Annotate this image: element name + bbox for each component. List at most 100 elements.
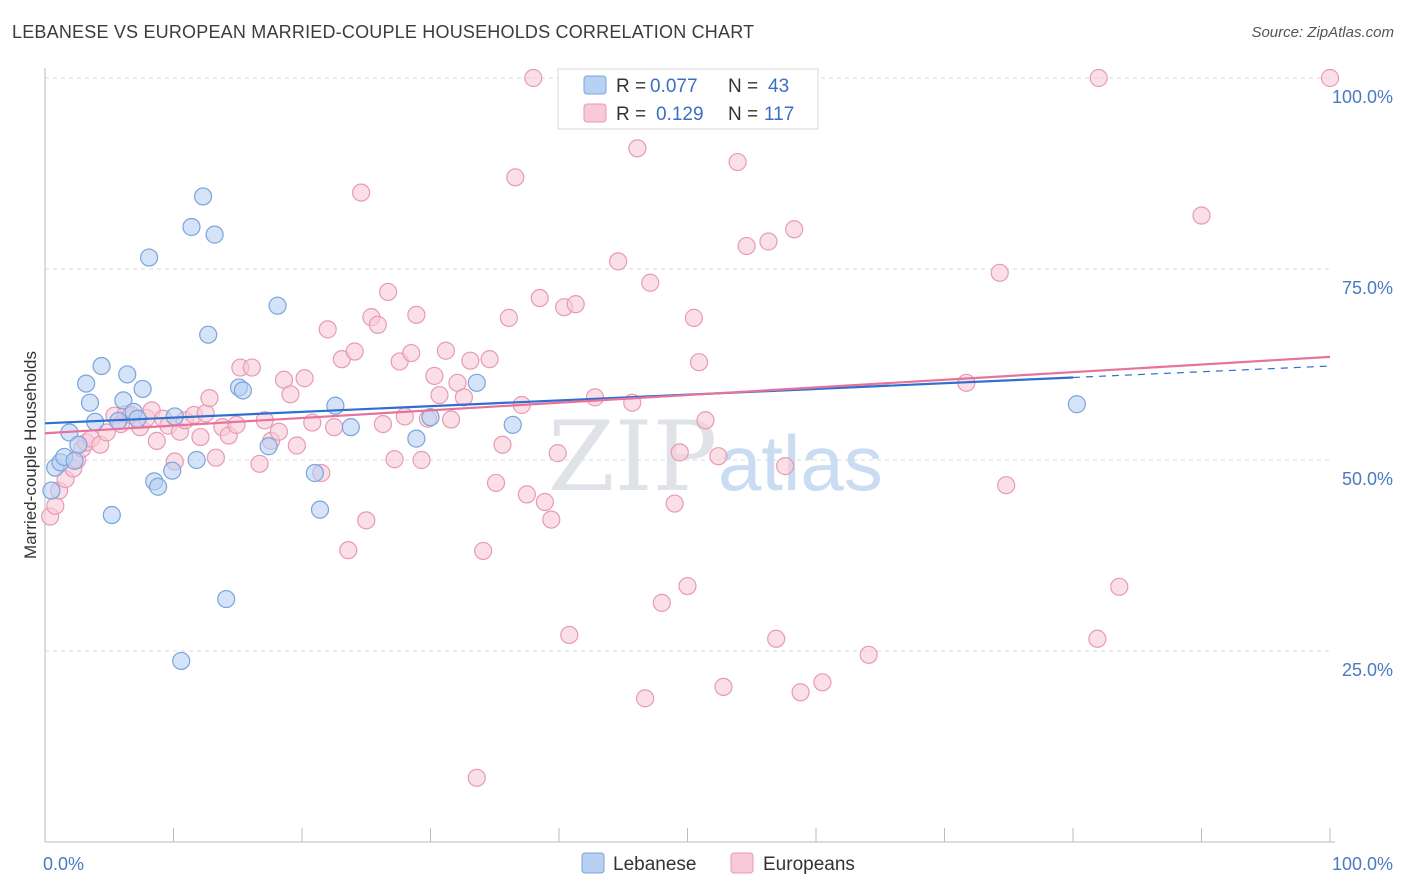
bottom-legend-swatch-lebanese	[581, 852, 605, 874]
europeans-point-115	[1089, 68, 1108, 88]
europeans-point-116	[1110, 577, 1129, 596]
legend-r-value-lebanese: 0.077	[650, 76, 698, 97]
europeans-point-96	[678, 576, 697, 596]
legend-swatch-lebanese	[583, 75, 607, 95]
europeans-point-75	[506, 168, 525, 187]
europeans-point-102	[728, 152, 747, 172]
europeans-point-59	[407, 305, 426, 324]
europeans-point-108	[791, 683, 810, 702]
lebanese-trend-extension	[1072, 365, 1331, 379]
europeans-point-74	[499, 308, 518, 327]
europeans-point-70	[474, 541, 493, 561]
y-tick-label-50: 50.0%	[1342, 469, 1393, 489]
lebanese-point-24	[182, 217, 201, 237]
europeans-point-85	[566, 295, 585, 314]
europeans-trend-line	[44, 355, 1331, 435]
europeans-point-101	[714, 677, 733, 697]
europeans-point-117	[1192, 206, 1211, 225]
legend-n-value-lebanese: 43	[768, 76, 789, 97]
lebanese-point-18	[139, 248, 159, 267]
europeans-point-97	[684, 308, 704, 327]
legend-top: R = 0.077 N = 43 R = 0.129 N = 117	[557, 68, 819, 130]
europeans-point-94	[665, 494, 684, 513]
watermark-atlas: atlas	[718, 419, 883, 507]
chart-title: LEBANESE VS EUROPEAN MARRIED-COUPLE HOUS…	[12, 22, 755, 42]
legend-n-value-europeans: 117	[764, 104, 794, 125]
lebanese-point-41	[1067, 395, 1086, 414]
legend-swatch-europeans	[583, 103, 607, 123]
europeans-point-103	[737, 236, 756, 256]
europeans-point-95	[670, 443, 689, 462]
watermark: ZIP atlas	[548, 401, 883, 513]
lebanese-point-34	[305, 463, 324, 483]
europeans-point-48	[345, 342, 364, 361]
europeans-point-86	[585, 388, 605, 407]
europeans-point-92	[652, 593, 671, 612]
europeans-point-37	[269, 422, 288, 441]
europeans-point-90	[635, 689, 655, 708]
lebanese-point-8	[80, 393, 100, 412]
lebanese-point-28	[205, 225, 224, 244]
bottom-legend-lebanese: Lebanese	[613, 854, 696, 875]
europeans-point-1	[46, 496, 65, 515]
lebanese-point-39	[421, 408, 440, 427]
legend-n-label-europeans: N =	[728, 104, 758, 125]
europeans-point-107	[785, 220, 804, 239]
europeans-point-31	[227, 415, 246, 434]
legend-r-label-lebanese: R =	[616, 76, 646, 97]
lebanese-point-23	[172, 651, 191, 671]
europeans-point-53	[373, 414, 393, 434]
europeans-point-106	[776, 457, 795, 476]
lebanese-trend-line	[44, 376, 1074, 425]
europeans-point-112	[990, 263, 1009, 282]
europeans-point-54	[378, 282, 398, 302]
europeans-point-118	[1320, 68, 1340, 88]
europeans-point-72	[486, 473, 506, 493]
x-tick-label-100: 100.0%	[1332, 854, 1393, 874]
europeans-point-64	[436, 341, 456, 360]
lebanese-point-35	[310, 500, 330, 519]
europeans-point-28	[206, 448, 226, 467]
europeans-point-105	[767, 629, 786, 648]
lebanese-point-10	[92, 356, 111, 376]
europeans-point-82	[548, 444, 567, 463]
lebanese-point-27	[199, 325, 218, 344]
europeans-point-67	[454, 388, 474, 407]
y-axis-title: Married-couple Households	[21, 351, 40, 559]
x-tick-label-0: 0.0%	[43, 854, 84, 874]
europeans-point-34	[250, 454, 269, 473]
europeans-point-52	[368, 315, 387, 334]
europeans-point-91	[641, 273, 660, 292]
lebanese-point-33	[268, 296, 287, 315]
europeans-point-47	[339, 541, 358, 560]
legend-r-value-europeans: 0.129	[656, 104, 704, 125]
europeans-point-100	[709, 447, 728, 466]
lebanese-point-6	[69, 435, 88, 454]
europeans-point-68	[461, 351, 480, 370]
legend-bottom: Lebanese Europeans	[581, 852, 855, 875]
source-label: Source: ZipAtlas.com	[1251, 24, 1394, 41]
lebanese-point-20	[148, 477, 168, 496]
europeans-point-73	[493, 435, 512, 454]
europeans-point-81	[542, 510, 561, 529]
lebanese-point-21	[163, 461, 182, 480]
y-tick-label-100: 100.0%	[1332, 87, 1393, 107]
tick-labels: 25.0% 50.0% 75.0% 100.0% 0.0% 100.0%	[43, 87, 1393, 874]
europeans-point-84	[560, 625, 579, 645]
europeans-point-40	[287, 436, 306, 455]
lebanese-point-11	[102, 505, 121, 525]
bottom-legend-europeans: Europeans	[763, 854, 855, 875]
europeans-point-109	[813, 673, 832, 692]
lebanese-point-42	[503, 415, 522, 434]
europeans-point-78	[524, 68, 543, 88]
europeans-point-89	[628, 139, 647, 158]
lebanese-point-25	[187, 450, 206, 470]
europeans-point-49	[352, 183, 371, 202]
europeans-point-55	[385, 450, 404, 469]
europeans-point-39	[281, 385, 300, 404]
lebanese-point-7	[77, 374, 96, 393]
europeans-point-18	[147, 431, 166, 450]
lebanese-point-0	[42, 481, 61, 500]
legend-n-label-lebanese: N =	[728, 76, 758, 97]
watermark-zip: ZIP	[548, 401, 717, 513]
